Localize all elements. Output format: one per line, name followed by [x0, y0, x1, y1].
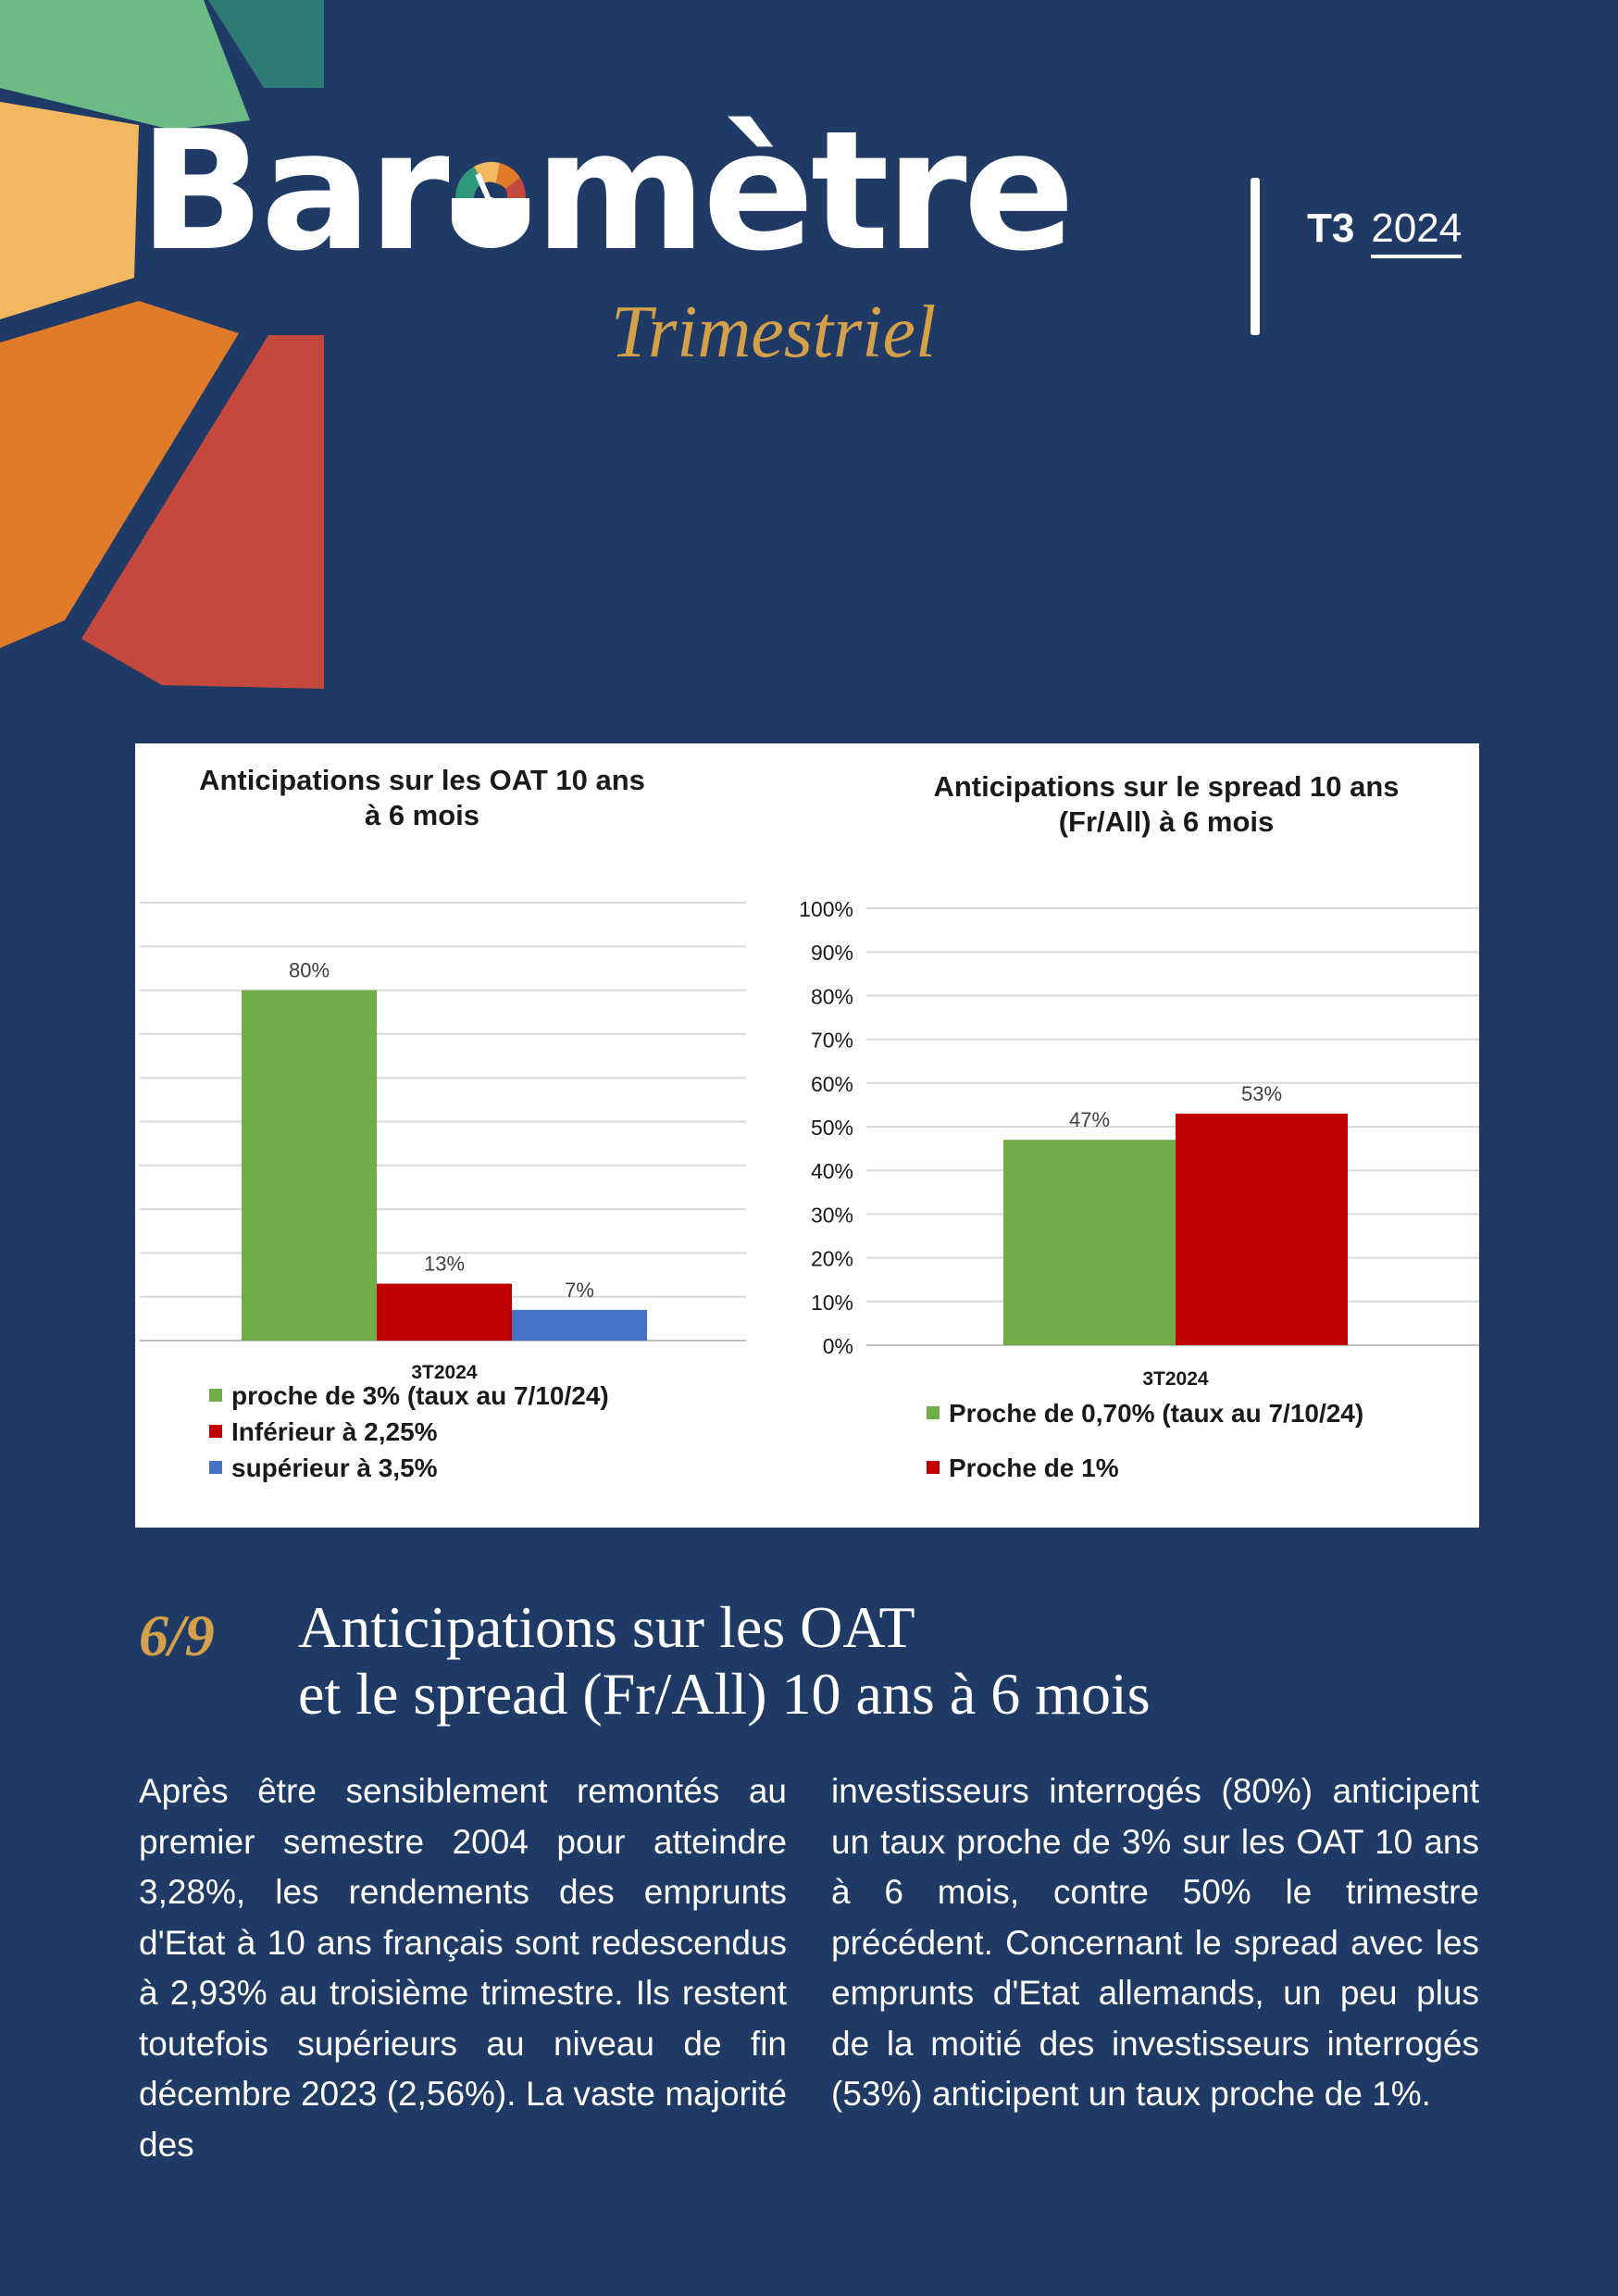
chart-2-y-tick-label: 40% — [811, 1159, 853, 1183]
chart-2-y-tick-label: 30% — [811, 1203, 853, 1227]
year-label: 2024 — [1371, 206, 1462, 258]
chart-2-legend-label-2: Proche de 1% — [949, 1454, 1119, 1482]
chart-1-bar-3 — [512, 1309, 647, 1341]
chart-2-y-tick-label: 70% — [811, 1029, 853, 1053]
petal-orange — [0, 301, 239, 648]
section-number: 6/9 — [139, 1603, 215, 1668]
brand-title: Bar mètre — [139, 95, 1075, 287]
chart-panel: Anticipations sur les OAT 10 ans à 6 mois… — [135, 743, 1479, 1528]
chart-1-legend-label-2: Inférieur à 2,25% — [231, 1417, 438, 1446]
chart-2-y-tick-label: 80% — [811, 984, 853, 1008]
header-divider — [1251, 178, 1260, 335]
chart-2-y-tick-label: 20% — [811, 1247, 853, 1271]
period-label: T3 2024 — [1307, 206, 1462, 258]
chart-2-legend-swatch-1 — [927, 1406, 940, 1419]
petal-teal — [208, 0, 324, 88]
chart-2-legend-swatch-2 — [927, 1461, 940, 1474]
chart-1-title-line-2: à 6 mois — [365, 799, 479, 831]
chart-1-category-label: 3T2024 — [411, 1362, 478, 1383]
chart-2-title-line-2: (Fr/All) à 6 mois — [1059, 805, 1275, 838]
section-title: Anticipations sur les OAT et le spread (… — [298, 1594, 1151, 1728]
chart-1-title-line-1: Anticipations sur les OAT 10 ans — [199, 764, 645, 796]
chart-2-category-label: 3T2024 — [1142, 1368, 1209, 1390]
chart-2-y-tick-label: 0% — [823, 1334, 853, 1358]
chart-2-y-tick-label: 50% — [811, 1116, 853, 1140]
chart-1-data-label-1: 80% — [289, 959, 330, 982]
petal-yellow — [0, 102, 139, 319]
gauge-icon — [446, 144, 535, 248]
petal-red — [81, 335, 324, 689]
chart-2-data-label-2: 53% — [1241, 1082, 1282, 1105]
chart-2-bar-1 — [1003, 1140, 1176, 1345]
chart-2-y-tick-label: 10% — [811, 1291, 853, 1315]
chart-2-y-tick-label: 100% — [799, 897, 853, 921]
chart-2-bar-2 — [1176, 1113, 1348, 1345]
petal-light-green — [0, 0, 250, 130]
chart-2-y-tick-label: 90% — [811, 941, 853, 965]
chart-1-legend-label-1: proche de 3% (taux au 7/10/24) — [231, 1381, 609, 1410]
chart-1-bar-1 — [242, 990, 377, 1341]
chart-2-data-label-1: 47% — [1069, 1108, 1110, 1131]
section-title-line-1: Anticipations sur les OAT — [298, 1594, 915, 1660]
brand-subtitle: Trimestriel — [611, 292, 937, 373]
section-title-line-2: et le spread (Fr/All) 10 ans à 6 mois — [298, 1661, 1151, 1727]
chart-1-bar-2 — [377, 1283, 512, 1341]
chart-2-legend-label-1: Proche de 0,70% (taux au 7/10/24) — [949, 1399, 1363, 1428]
chart-1-legend-swatch-2 — [209, 1425, 222, 1438]
chart-1-legend-swatch-3 — [209, 1461, 222, 1474]
chart-1-data-label-3: 7% — [565, 1279, 594, 1302]
decorative-petals — [0, 0, 324, 689]
chart-1-data-label-2: 13% — [424, 1253, 465, 1276]
body-column-1: Après être sensiblement remontés au prem… — [139, 1772, 787, 2164]
quarter-label: T3 — [1307, 206, 1355, 251]
chart-2-title-line-1: Anticipations sur le spread 10 ans — [933, 770, 1399, 803]
chart-2-y-tick-label: 60% — [811, 1072, 853, 1096]
chart-1-legend-label-3: supérieur à 3,5% — [231, 1454, 438, 1482]
body-column-2: investisseurs interrogés (80%) anti­cipe… — [831, 1772, 1479, 2113]
chart-1-legend-swatch-1 — [209, 1389, 222, 1402]
